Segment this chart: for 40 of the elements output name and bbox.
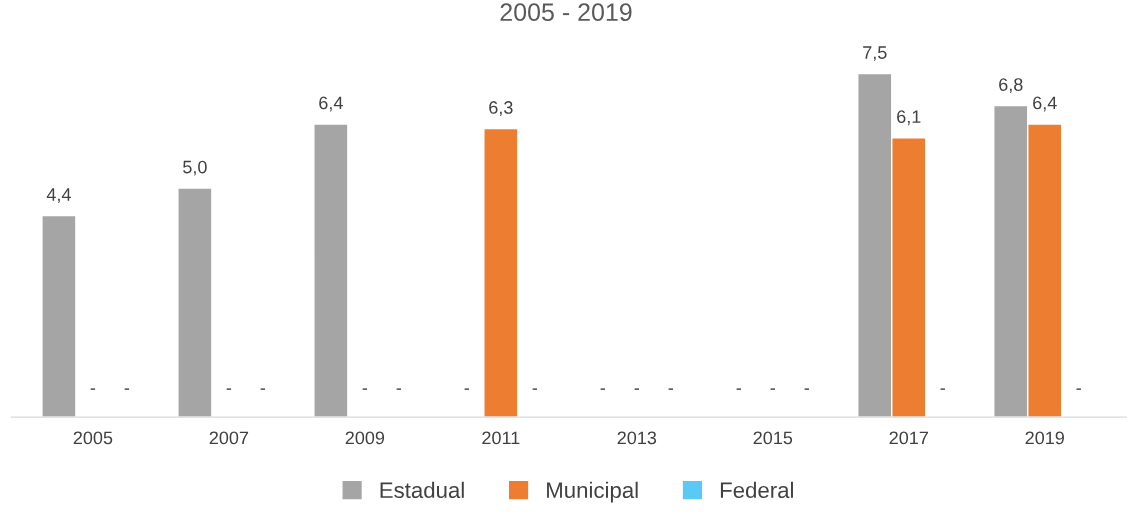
chart-title: 2005 - 2019 (500, 3, 632, 22)
text: - (940, 388, 945, 390)
text: - (804, 388, 809, 390)
text: - (362, 388, 368, 390)
x-tick-label: 2015 (753, 431, 793, 445)
bar (313, 123, 349, 418)
text: - (226, 388, 232, 390)
data-label: 6,3 (489, 101, 513, 117)
text: - (770, 388, 775, 390)
text: - (668, 388, 674, 390)
data-label: 5,0 (183, 160, 207, 176)
text: - (260, 388, 266, 390)
legend-label: Municipal (547, 481, 638, 503)
text: - (600, 388, 606, 390)
x-tick-label: 2009 (345, 431, 385, 445)
data-label: 6,4 (319, 96, 343, 112)
bar (177, 187, 213, 418)
data-label: 6,8 (999, 78, 1023, 94)
data-label: 7,5 (863, 46, 887, 62)
x-tick-label: 2007 (209, 431, 249, 445)
data-label: 6,1 (897, 110, 921, 126)
text: - (464, 388, 470, 390)
text: - (532, 388, 538, 390)
x-tick-label: 2005 (73, 431, 113, 445)
text: - (1076, 388, 1081, 390)
text: - (90, 388, 96, 390)
legend-label: Estadual (380, 481, 464, 499)
bar (483, 127, 519, 418)
x-tick-label: 2011 (482, 431, 520, 445)
x-tick-label: 2013 (617, 431, 657, 445)
legend-label: Federal (720, 481, 793, 499)
text: - (396, 388, 402, 390)
data-label: 4,4 (46, 188, 71, 204)
text: - (736, 388, 742, 390)
text: - (124, 388, 130, 390)
x-tick-label: 2017 (889, 431, 928, 445)
bar (41, 214, 77, 418)
x-tick-label: 2019 (1025, 431, 1064, 445)
text: - (634, 388, 640, 390)
data-label: 6,4 (1033, 96, 1057, 112)
